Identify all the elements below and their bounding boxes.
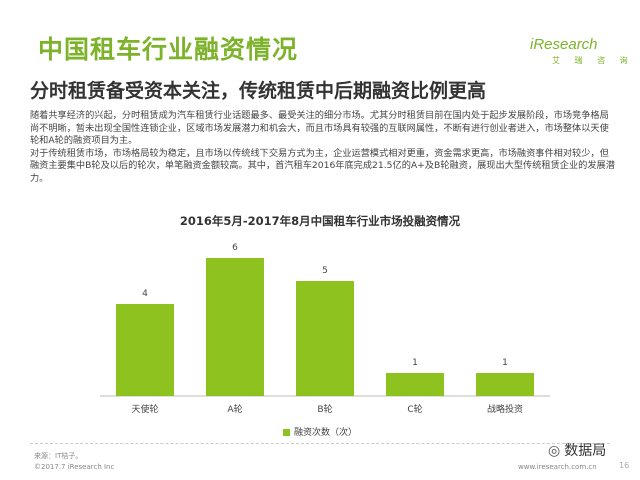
page-number: 16: [619, 461, 630, 470]
iresearch-logo: iResearch 艾 瑞 咨 询: [530, 36, 628, 70]
source-note: 来源：IT桔子。: [34, 452, 83, 460]
x-tick-label-4: 战略投资: [487, 403, 523, 415]
data-label-0: 4: [142, 289, 148, 299]
chart-legend: 融资次数（次）: [0, 425, 640, 438]
logo-subtext: 艾 瑞 咨 询: [552, 56, 634, 65]
footer-divider: [30, 443, 610, 445]
x-tick-label-3: C轮: [407, 403, 422, 415]
data-label-4: 1: [502, 358, 508, 368]
data-label-2: 5: [322, 266, 328, 276]
wechat-label: 数据局: [564, 443, 607, 459]
subtitle: 分时租赁备受资本关注，传统租赁中后期融资比例更高: [30, 80, 487, 102]
x-tick-label-1: A轮: [227, 403, 242, 415]
legend-label: 融资次数（次）: [293, 428, 357, 438]
page-title: 中国租车行业融资情况: [38, 35, 299, 64]
bar-2: [296, 281, 354, 396]
website-url: www.iresearch.com.cn: [518, 463, 597, 471]
data-label-1: 6: [232, 243, 238, 253]
paragraph-sharing: 随着共享经济的兴起，分时租赁成为汽车租赁行业话题最多、最受关注的细分市场。尤其分…: [30, 110, 609, 147]
data-label-3: 1: [412, 358, 418, 368]
chart-title: 2016年5月-2017年8月中国租车行业市场投融资情况: [179, 214, 461, 228]
bar-0: [116, 304, 174, 396]
bar-3: [386, 373, 444, 396]
paragraph-traditional: 对于传统租赁市场，市场格局较为稳定，且市场以传统线下交易方式为主，企业运营模式相…: [30, 147, 615, 184]
logo-text: iResearch: [530, 36, 598, 53]
body-text: 随着共享经济的兴起，分时租赁成为汽车租赁行业话题最多、最受关注的细分市场。尤其分…: [30, 110, 615, 186]
x-tick-label-0: 天使轮: [131, 403, 158, 415]
legend-swatch: [282, 429, 290, 436]
copyright: ©2017.7 iResearch Inc: [34, 463, 115, 471]
x-tick-label-2: B轮: [317, 403, 332, 415]
wechat-icon: ◎: [548, 443, 561, 459]
wechat-watermark: ◎ 数据局: [548, 440, 606, 460]
bar-1: [206, 258, 264, 396]
bar-4: [476, 373, 534, 396]
